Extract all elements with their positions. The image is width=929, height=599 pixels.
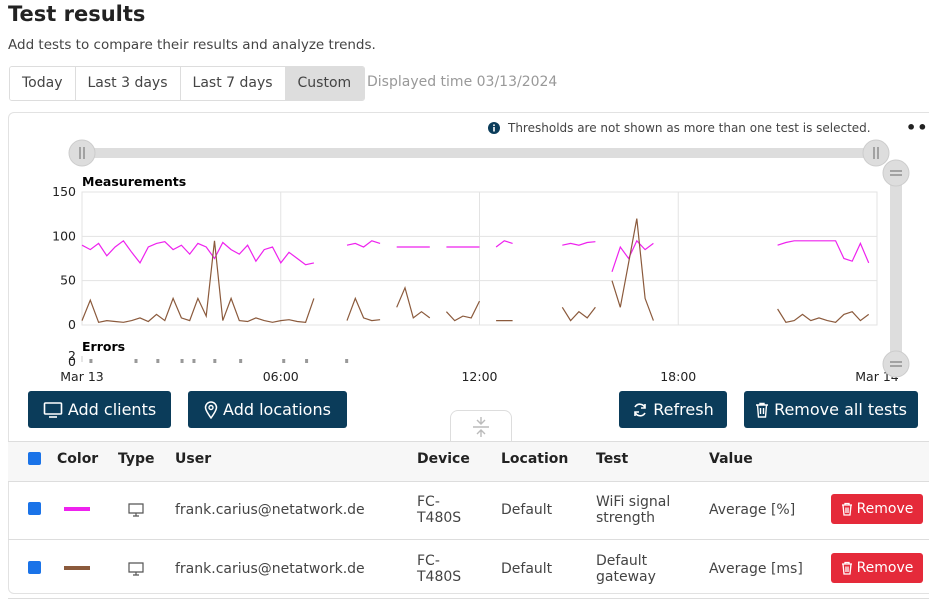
- cell-location: Default: [501, 561, 553, 577]
- button-label: Remove: [856, 560, 914, 576]
- trash-icon: [841, 561, 852, 575]
- error-marker: [213, 359, 217, 363]
- splitter-icon: [473, 417, 489, 437]
- error-marker: [345, 359, 349, 363]
- button-label: Remove: [856, 501, 914, 517]
- device-icon: [128, 503, 144, 517]
- select-all-checkbox[interactable]: [28, 452, 41, 465]
- button-label: Add clients: [67, 400, 157, 419]
- error-marker: [239, 359, 243, 363]
- tab[interactable]: Custom: [285, 67, 365, 100]
- add-locations-button[interactable]: Add locations: [188, 391, 347, 428]
- cell-test: Default gateway: [596, 553, 656, 585]
- series-line: [81, 239, 870, 272]
- error-marker: [282, 359, 286, 363]
- column-header: User: [175, 451, 212, 467]
- page-subtitle: Add tests to compare their results and a…: [8, 37, 376, 53]
- y-tick-label: 150: [52, 184, 76, 199]
- color-swatch: [64, 507, 90, 511]
- trash-icon-shape: [841, 561, 852, 575]
- trash-icon: [756, 402, 769, 418]
- more-menu[interactable]: •••: [906, 118, 929, 137]
- add-clients-button[interactable]: Add clients: [28, 391, 171, 428]
- y-tick-label: 100: [52, 228, 76, 243]
- trash-icon-shape: [841, 502, 852, 516]
- plot-frame: [81, 191, 878, 326]
- trash-icon: [841, 502, 852, 516]
- refresh-icon: [634, 402, 647, 417]
- cell-device: FC-T480S: [417, 553, 462, 585]
- row-checkbox[interactable]: [28, 561, 41, 574]
- column-header: Type: [118, 451, 155, 467]
- error-marker: [192, 359, 196, 363]
- tab[interactable]: Last 7 days: [180, 67, 286, 100]
- column-header: Test: [596, 451, 629, 467]
- device-icon-shape: [128, 503, 144, 517]
- device-icon-shape: [128, 562, 144, 576]
- cell-value: Average [%]: [709, 502, 796, 518]
- cell-test: WiFi signal strength: [596, 494, 671, 526]
- error-marker: [134, 359, 138, 363]
- v-scroll-track: [890, 172, 902, 364]
- device-icon: [128, 562, 144, 576]
- info-icon: [488, 122, 500, 134]
- notice-text: Thresholds are not shown as more than on…: [508, 121, 871, 135]
- x-tick-label: Mar 13: [60, 369, 103, 384]
- range-track: [82, 148, 877, 158]
- color-swatch: [64, 566, 90, 570]
- splitter-handle[interactable]: [450, 410, 512, 443]
- y-tick-label: 0: [68, 317, 76, 332]
- tab[interactable]: Last 3 days: [75, 67, 181, 100]
- cell-location: Default: [501, 502, 553, 518]
- error-marker: [305, 359, 309, 363]
- series-line: [81, 218, 870, 323]
- range-handle-left[interactable]: [68, 139, 96, 167]
- cell-device: FC-T480S: [417, 494, 462, 526]
- table-header: [8, 441, 929, 482]
- tab[interactable]: Today: [10, 67, 76, 100]
- chart-card: [8, 112, 929, 594]
- error-marker: [156, 359, 160, 363]
- button-label: Refresh: [653, 400, 714, 419]
- remove-button[interactable]: Remove: [831, 553, 923, 583]
- button-label: Remove all tests: [774, 400, 907, 419]
- y-tick-label: 2: [68, 348, 76, 363]
- cell-value: Average [ms]: [709, 561, 803, 577]
- time-tabs: Today Last 3 days Last 7 days Custom: [9, 66, 366, 101]
- x-tick-label: 12:00: [461, 369, 497, 384]
- x-tick-label: 06:00: [263, 369, 299, 384]
- threshold-notice: Thresholds are not shown as more than on…: [488, 121, 871, 135]
- row-checkbox[interactable]: [28, 502, 41, 515]
- cell-user: frank.carius@netatwork.de: [175, 502, 365, 518]
- table-row: [8, 481, 929, 540]
- monitor-icon: [43, 401, 63, 418]
- page-title: Test results: [8, 2, 146, 26]
- column-header: Color: [57, 451, 99, 467]
- displayed-time: Displayed time 03/13/2024: [367, 74, 558, 90]
- column-header: Location: [501, 451, 569, 467]
- range-handle-right[interactable]: [862, 139, 890, 167]
- column-header: Device: [417, 451, 470, 467]
- panel-title: Errors: [82, 339, 125, 354]
- y-tick-label: 50: [60, 273, 76, 288]
- column-header: Value: [709, 451, 753, 467]
- x-tick-label: 18:00: [660, 369, 696, 384]
- remove-button[interactable]: Remove: [831, 494, 923, 524]
- refresh-button[interactable]: Refresh: [619, 391, 727, 428]
- button-label: Add locations: [223, 400, 331, 419]
- error-marker: [180, 359, 184, 363]
- error-marker: [89, 359, 93, 363]
- v-handle-top[interactable]: [882, 159, 910, 187]
- remove-all-button[interactable]: Remove all tests: [744, 391, 918, 428]
- panel-title: Measurements: [82, 174, 186, 189]
- y-tick-label: 0: [68, 354, 76, 369]
- v-handle-bottom[interactable]: [882, 350, 910, 378]
- cell-user: frank.carius@netatwork.de: [175, 561, 365, 577]
- pin-icon: [204, 400, 218, 419]
